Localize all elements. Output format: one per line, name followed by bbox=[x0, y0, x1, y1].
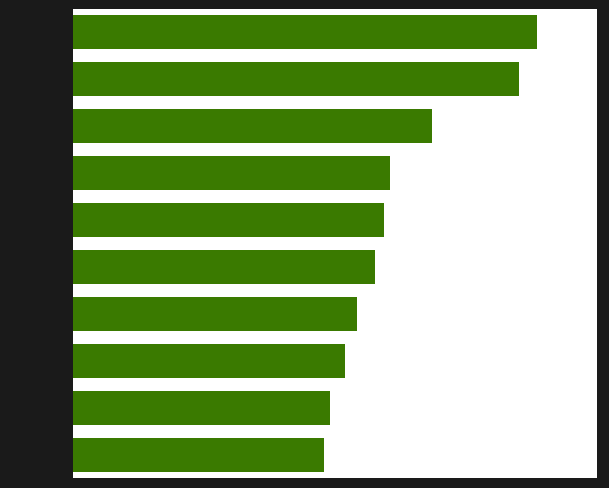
Bar bbox=[73, 16, 537, 50]
Bar bbox=[73, 110, 432, 144]
Bar bbox=[73, 203, 384, 238]
Bar bbox=[73, 157, 390, 191]
Bar bbox=[73, 438, 325, 472]
Bar bbox=[73, 63, 519, 97]
Bar bbox=[73, 391, 331, 425]
Bar bbox=[73, 297, 357, 331]
Bar bbox=[73, 344, 345, 378]
Bar bbox=[73, 250, 375, 285]
